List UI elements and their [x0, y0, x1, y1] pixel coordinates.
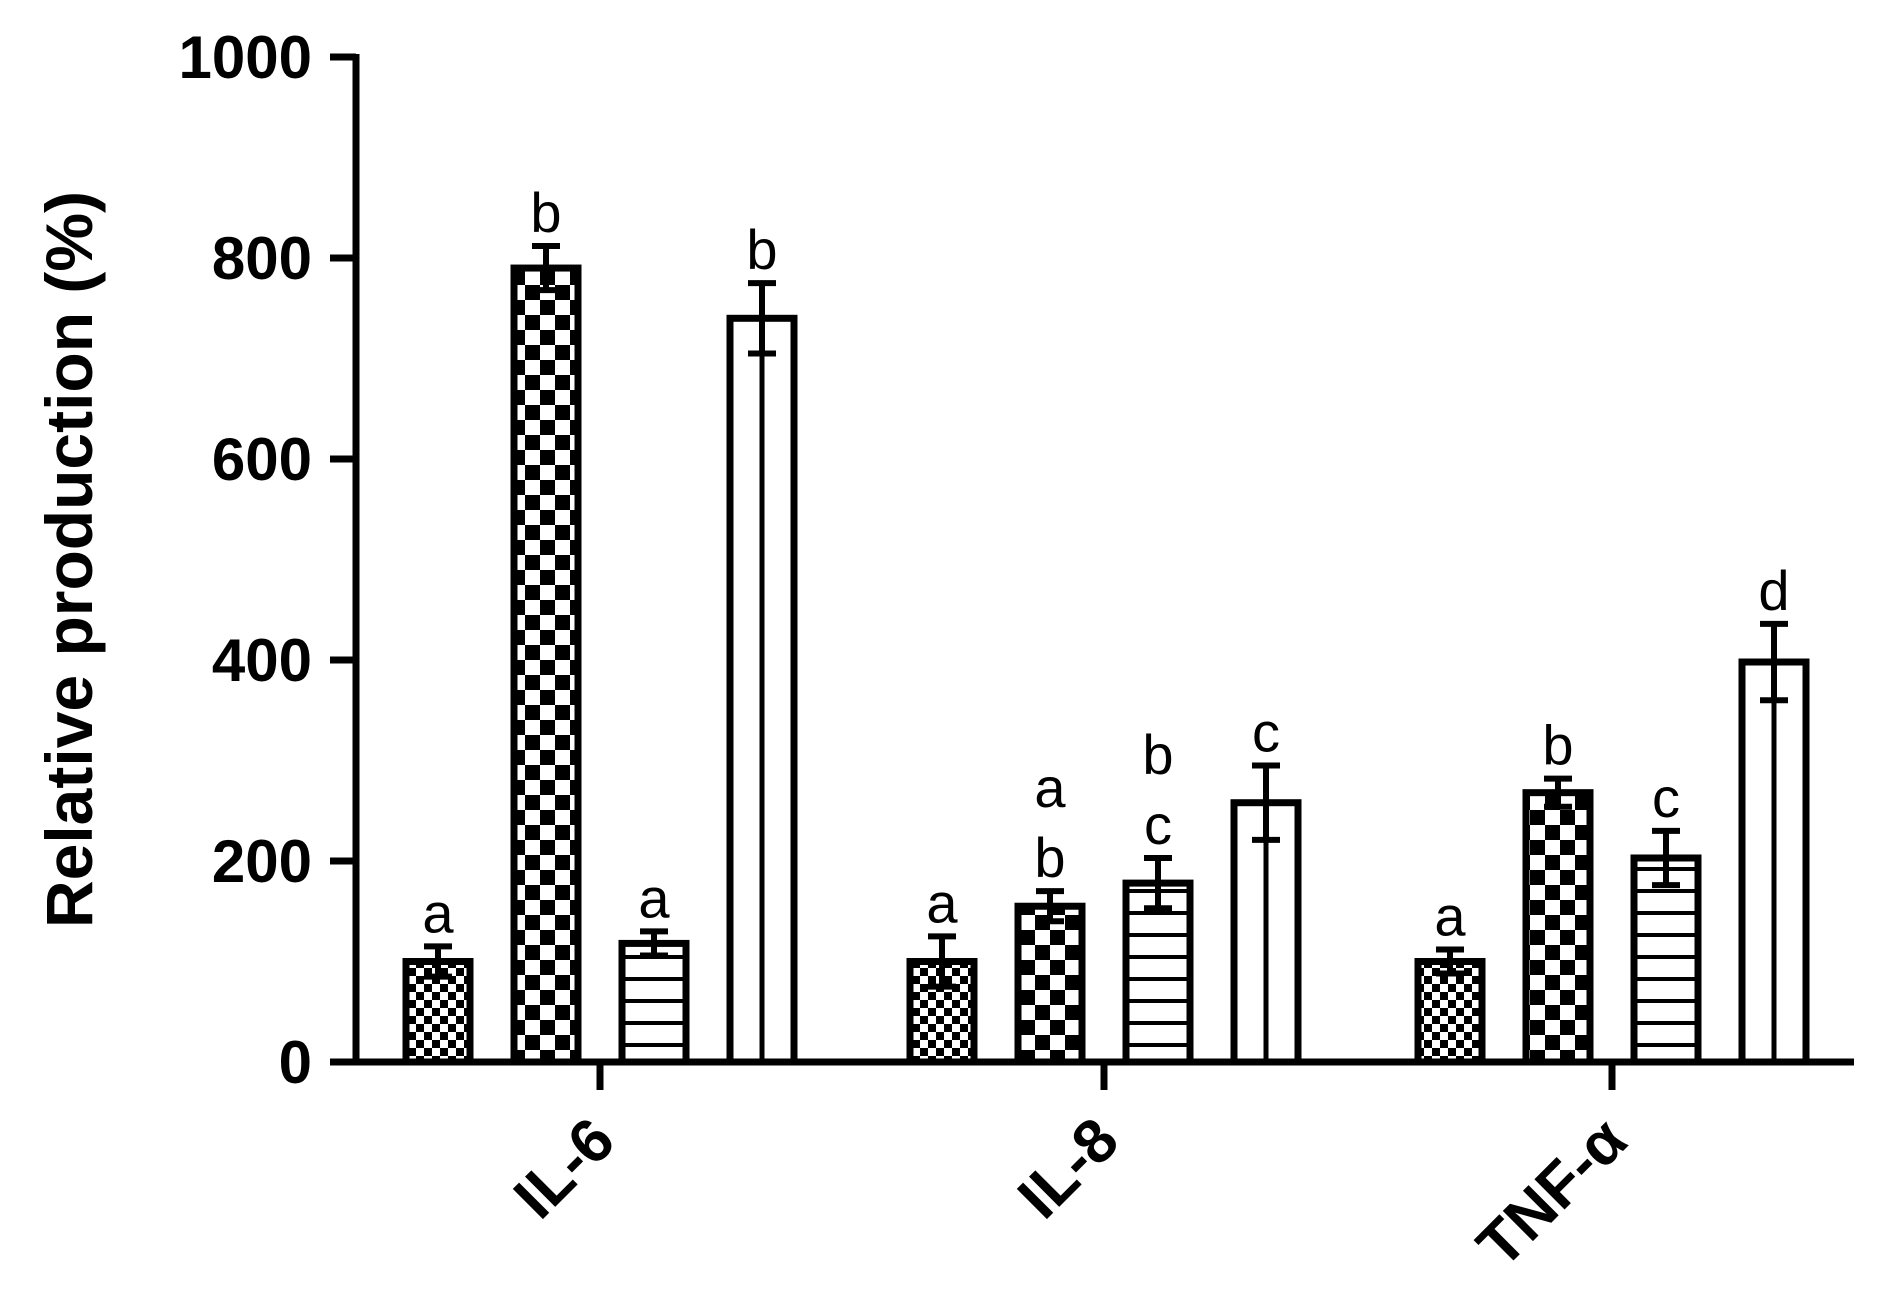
significance-label: c: [1252, 701, 1280, 764]
y-tick-label: 0: [279, 1029, 312, 1096]
y-tick-label: 800: [212, 225, 312, 292]
significance-label: a: [1434, 884, 1466, 947]
y-axis-title: Relative production (%): [32, 191, 106, 928]
x-tick-label: IL-6: [501, 1105, 628, 1232]
y-tick-label: 200: [212, 828, 312, 895]
bars: [402, 242, 1810, 1066]
significance-label: a: [422, 881, 454, 944]
significance-label: b: [1142, 723, 1173, 786]
y-tick-label: 600: [212, 426, 312, 493]
significance-label: a: [1034, 756, 1066, 819]
bar: [510, 264, 582, 1066]
significance-label: c: [1652, 766, 1680, 829]
y-tick-label: 400: [212, 627, 312, 694]
axes: 0 200 400 600 800 1000 IL-6 IL-8 TNF-α Relative p…: [32, 24, 1854, 1281]
x-tick-label: TNF-α: [1464, 1105, 1640, 1281]
significance-label: a: [638, 866, 670, 929]
y-tick-label: 1000: [179, 24, 312, 91]
bar: [1414, 958, 1486, 1066]
significance-label: b: [1034, 826, 1065, 889]
bar: [1014, 902, 1086, 1066]
significance-label: b: [746, 218, 777, 281]
x-tick-label: IL-8: [1005, 1105, 1132, 1232]
bar: [1522, 789, 1594, 1066]
significance-label: a: [926, 871, 958, 934]
bar: [1630, 854, 1702, 1066]
significance-label: d: [1758, 559, 1789, 622]
significance-label: b: [530, 181, 561, 244]
bar: [618, 939, 690, 1066]
significance-label: c: [1144, 793, 1172, 856]
significance-label: b: [1542, 714, 1573, 777]
